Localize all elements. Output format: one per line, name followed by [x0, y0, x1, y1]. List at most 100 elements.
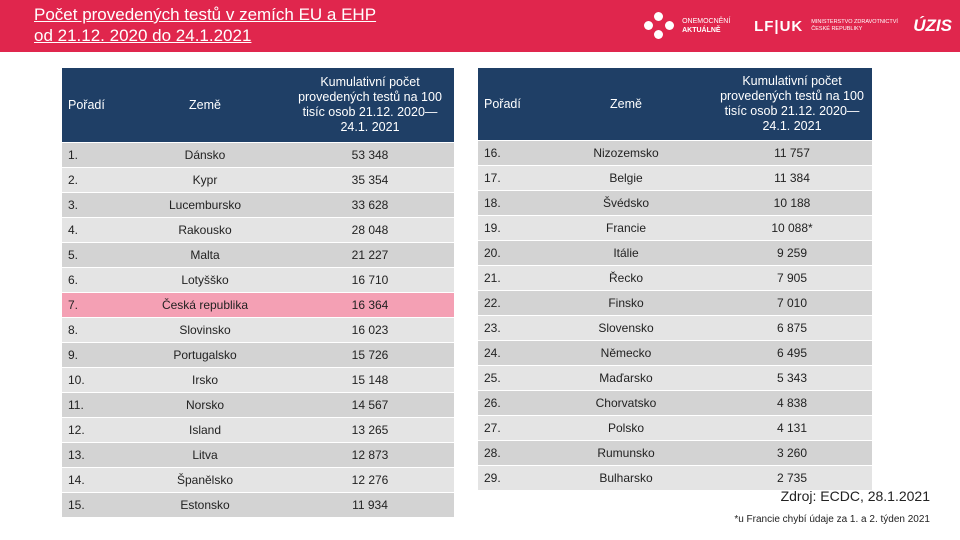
- value-cell: 3 260: [712, 440, 872, 466]
- value-cell: 21 227: [286, 242, 454, 268]
- country-cell: Polsko: [540, 415, 712, 441]
- country-cell: Itálie: [540, 240, 712, 266]
- country-cell: Rumunsko: [540, 440, 712, 466]
- country-cell: Slovinsko: [124, 317, 286, 343]
- table-row: 22. Finsko 7 010: [478, 290, 872, 316]
- rank-cell: 10.: [62, 367, 124, 393]
- table-row: 16. Nizozemsko 11 757: [478, 140, 872, 166]
- rank-cell: 16.: [478, 140, 540, 166]
- table-row: 9. Portugalsko 15 726: [62, 342, 454, 368]
- country-cell: Malta: [124, 242, 286, 268]
- country-cell: Finsko: [540, 290, 712, 316]
- rank-cell: 21.: [478, 265, 540, 291]
- value-cell: 10 188: [712, 190, 872, 216]
- table-row: 15. Estonsko 11 934: [62, 492, 454, 518]
- value-cell: 13 265: [286, 417, 454, 443]
- rank-cell: 2.: [62, 167, 124, 193]
- country-cell: Lotyšško: [124, 267, 286, 293]
- table-row: 21. Řecko 7 905: [478, 265, 872, 291]
- logo-strip: ONEMOCNĚNÍ AKTUÁLNĚ LF|UK MINISTERSTVO Z…: [644, 8, 952, 44]
- country-cell: Norsko: [124, 392, 286, 418]
- country-cell: Řecko: [540, 265, 712, 291]
- table-row: 26. Chorvatsko 4 838: [478, 390, 872, 416]
- country-cell: Slovensko: [540, 315, 712, 341]
- rank-cell: 6.: [62, 267, 124, 293]
- country-cell: Maďarsko: [540, 365, 712, 391]
- table-row: 20. Itálie 9 259: [478, 240, 872, 266]
- country-cell: Portugalsko: [124, 342, 286, 368]
- value-cell: 11 934: [286, 492, 454, 518]
- country-cell: Lucembursko: [124, 192, 286, 218]
- value-cell: 2 735: [712, 465, 872, 491]
- value-cell: 15 148: [286, 367, 454, 393]
- rank-cell: 13.: [62, 442, 124, 468]
- country-cell: Island: [124, 417, 286, 443]
- rank-cell: 3.: [62, 192, 124, 218]
- value-cell: 6 495: [712, 340, 872, 366]
- table-row: 17. Belgie 11 384: [478, 165, 872, 191]
- table-row: 11. Norsko 14 567: [62, 392, 454, 418]
- table-row: 6. Lotyšško 16 710: [62, 267, 454, 293]
- rank-cell: 14.: [62, 467, 124, 493]
- logo1-line1: ONEMOCNĚNÍ: [682, 18, 731, 25]
- value-cell: 4 838: [712, 390, 872, 416]
- rank-cell: 12.: [62, 417, 124, 443]
- header-value: Kumulativní počet provedených testů na 1…: [286, 68, 454, 143]
- rank-cell: 23.: [478, 315, 540, 341]
- title-line-1: Počet provedených testů v zemích EU a EH…: [34, 5, 377, 24]
- table-row: 14. Španělsko 12 276: [62, 467, 454, 493]
- table-row: 5. Malta 21 227: [62, 242, 454, 268]
- rank-cell: 1.: [62, 142, 124, 168]
- logo3-line1: MINISTERSTVO ZDRAVOTNICTVÍ: [811, 19, 898, 25]
- country-cell: Švédsko: [540, 190, 712, 216]
- table-row: 28. Rumunsko 3 260: [478, 440, 872, 466]
- value-cell: 11 757: [712, 140, 872, 166]
- uzis-logo: ÚZIS: [913, 16, 952, 35]
- value-cell: 12 873: [286, 442, 454, 468]
- table-row: 24. Německo 6 495: [478, 340, 872, 366]
- country-cell: Kypr: [124, 167, 286, 193]
- table-row: 27. Polsko 4 131: [478, 415, 872, 441]
- rank-cell: 28.: [478, 440, 540, 466]
- country-cell: Dánsko: [124, 142, 286, 168]
- rank-cell: 27.: [478, 415, 540, 441]
- title-line-2: od 21.12. 2020 do 24.1.2021: [34, 26, 252, 45]
- value-cell: 14 567: [286, 392, 454, 418]
- rank-cell: 24.: [478, 340, 540, 366]
- table-row: 29. Bulharsko 2 735: [478, 465, 872, 491]
- country-cell: Bulharsko: [540, 465, 712, 491]
- page-title: Počet provedených testů v zemích EU a EH…: [34, 4, 376, 46]
- country-cell: Španělsko: [124, 467, 286, 493]
- logo3-line2: ČESKÉ REPUBLIKY: [811, 26, 863, 32]
- value-cell: 7 905: [712, 265, 872, 291]
- table-row: 7. Česká republika 16 364: [62, 292, 454, 318]
- onemocneni-logo-text: ONEMOCNĚNÍ AKTUÁLNĚ: [682, 17, 744, 35]
- table-row: 3. Lucembursko 33 628: [62, 192, 454, 218]
- rank-cell: 20.: [478, 240, 540, 266]
- country-cell: Rakousko: [124, 217, 286, 243]
- table-row: 19. Francie 10 088*: [478, 215, 872, 241]
- table-row: 4. Rakousko 28 048: [62, 217, 454, 243]
- country-cell: Francie: [540, 215, 712, 241]
- rank-cell: 19.: [478, 215, 540, 241]
- rank-cell: 18.: [478, 190, 540, 216]
- value-cell: 16 023: [286, 317, 454, 343]
- header-country: Země: [124, 68, 286, 143]
- rank-cell: 17.: [478, 165, 540, 191]
- lf-uk-logo: LF|UK: [754, 17, 804, 35]
- rank-cell: 11.: [62, 392, 124, 418]
- table-row: 13. Litva 12 873: [62, 442, 454, 468]
- rank-cell: 26.: [478, 390, 540, 416]
- value-cell: 6 875: [712, 315, 872, 341]
- ranking-table-right: Pořadí Země Kumulativní počet provedenýc…: [478, 68, 872, 491]
- rank-cell: 25.: [478, 365, 540, 391]
- table-row: 2. Kypr 35 354: [62, 167, 454, 193]
- rank-cell: 5.: [62, 242, 124, 268]
- country-cell: Belgie: [540, 165, 712, 191]
- rank-cell: 15.: [62, 492, 124, 518]
- value-cell: 28 048: [286, 217, 454, 243]
- ranking-table-left: Pořadí Země Kumulativní počet provedenýc…: [62, 68, 454, 518]
- table-header-row: Pořadí Země Kumulativní počet provedenýc…: [62, 68, 454, 143]
- source-note: Zdroj: ECDC, 28.1.2021: [780, 488, 930, 504]
- header-rank: Pořadí: [62, 68, 124, 143]
